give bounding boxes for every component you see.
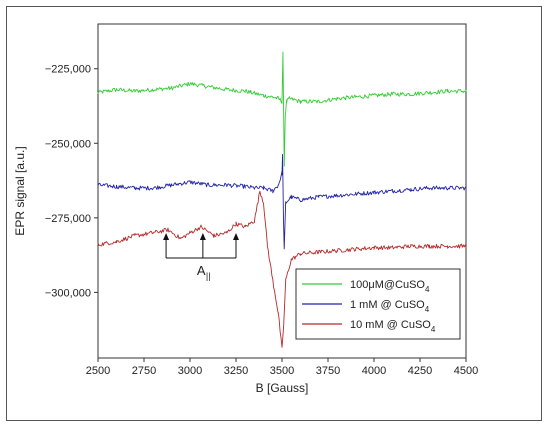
annotation-label: A: [197, 263, 206, 278]
annotation-arrow-head: [233, 233, 239, 240]
legend-label: 10 mM @ CuSO: [350, 319, 431, 331]
series-line-3: [97, 190, 467, 348]
a-parallel-annotation: A ||: [163, 233, 239, 281]
axes: 2500 2750 3000 3250 3500 3750 4000 4250 4500 −225…: [13, 64, 478, 395]
annotation-arrow-head: [163, 233, 170, 240]
x-axis-title: B [Gauss]: [256, 381, 309, 395]
annotation-arrow-head: [199, 233, 206, 240]
series-line-1: [97, 51, 467, 167]
y-tick-label: −275,000: [45, 213, 91, 225]
x-tick-label: 3250: [224, 365, 248, 377]
legend-label: 1 mM @ CuSO: [350, 299, 425, 311]
x-tick-label: 2750: [132, 365, 156, 377]
y-axis-title: EPR signal [a.u.]: [13, 146, 27, 235]
series-lines: [97, 51, 467, 348]
legend: 100μM@CuSO 41 mM @ CuSO 410 mM @ CuSO 4: [295, 268, 461, 340]
x-tick-label: 3500: [270, 365, 294, 377]
x-tick-label: 4000: [362, 365, 386, 377]
legend-label-subscript: 4: [425, 305, 430, 314]
y-tick-label: −225,000: [45, 64, 91, 76]
x-tick-label: 3000: [178, 365, 202, 377]
legend-label-subscript: 4: [431, 325, 436, 334]
legend-label-subscript: 4: [425, 285, 430, 294]
x-tick-label: 3750: [316, 365, 340, 377]
x-tick-label: 2500: [86, 365, 110, 377]
x-tick-label: 4500: [454, 365, 478, 377]
y-tick-label: −250,000: [45, 138, 91, 150]
figure-frame: [6, 6, 542, 421]
x-tick-label: 4250: [408, 365, 432, 377]
legend-label: 100μM@CuSO: [350, 279, 425, 291]
annotation-label-subscript: ||: [206, 271, 211, 281]
y-tick-label: −300,000: [45, 287, 91, 299]
series-line-2: [97, 153, 467, 250]
